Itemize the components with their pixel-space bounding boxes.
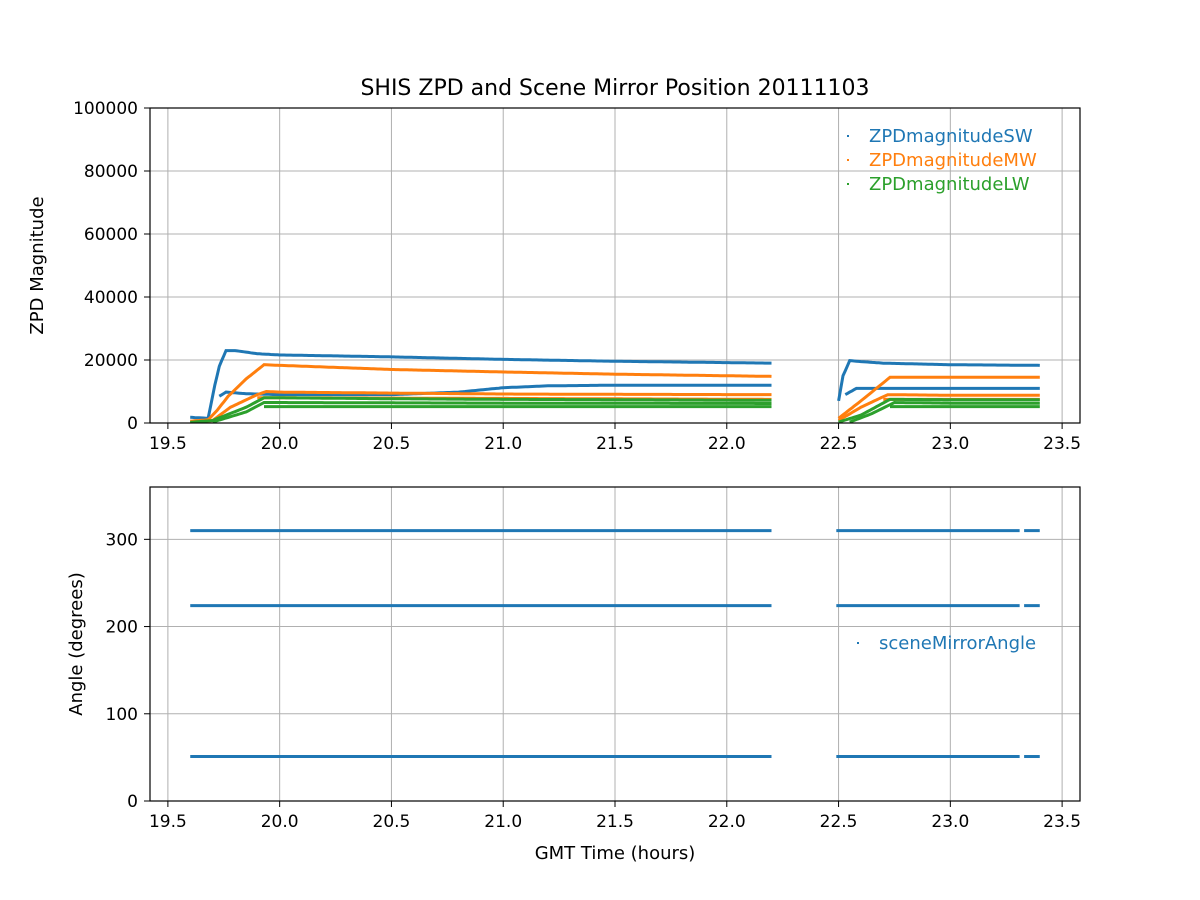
y-tick-label: 200 [106,618,138,638]
data-trace [194,389,772,423]
x-tick-label: 23.0 [931,434,969,454]
y-tick-label: 0 [127,792,138,812]
data-trace [212,401,772,423]
x-tick-label: 23.5 [1043,434,1081,454]
legend-entry: ZPDmagnitudeSW [869,126,1033,147]
x-tick-label: 20.5 [373,434,411,454]
plot-area [190,349,1040,423]
legend-entry: ZPDmagnitudeMW [869,150,1037,171]
data-trace [837,375,1040,420]
x-tick-label: 20.0 [261,812,299,832]
x-tick-label: 21.5 [596,812,634,832]
data-trace [838,397,1040,423]
x-tick-label: 22.0 [708,812,746,832]
legend-marker [847,135,849,137]
x-tick-label: 22.5 [820,812,858,832]
legend-entry: ZPDmagnitudeLW [869,174,1030,195]
x-tick-label: 20.0 [261,434,299,454]
data-trace [190,396,772,423]
x-tick-label: 19.5 [149,434,187,454]
y-tick-label: 40000 [84,288,138,308]
series-sceneMirrorAngle [190,529,1040,759]
series-ZPDmagnitudeLW [190,396,1040,423]
chart-title: SHIS ZPD and Scene Mirror Position 20111… [360,76,869,101]
x-tick-label: 19.5 [149,812,187,832]
axes-frame [149,107,1081,424]
zpd-magnitude-panel: 19.5 20.0 20.5 21.0 21.5 22.0 22.5 23.0 23.5 0 200… [27,99,1081,454]
x-tick-label: 21.0 [484,434,522,454]
scene-mirror-angle-panel: 19.5 20.0 20.5 21.0 21.5 22.0 22.5 23.0 23.5 0 100… [66,486,1081,864]
x-tick-label: 21.5 [596,434,634,454]
data-trace [849,400,1040,423]
legend-marker [847,159,849,161]
y-tick-label: 100 [106,705,138,725]
y-tick-label: 0 [127,414,138,434]
x-tick-label: 21.0 [484,812,522,832]
data-trace [190,349,772,420]
y-tick-label: 300 [106,530,138,550]
y-tick-label: 60000 [84,225,138,245]
data-trace [190,363,772,423]
x-axis-label: GMT Time (hours) [535,843,696,864]
x-tick-label: 23.0 [931,812,969,832]
data-trace [837,359,1040,402]
data-trace [837,393,1040,422]
x-tick-label: 22.5 [820,434,858,454]
y-axis-label: Angle (degrees) [66,572,87,715]
legend-marker [857,642,859,644]
x-tick-label: 22.0 [708,434,746,454]
y-tick-label: 20000 [84,351,138,371]
plot-area [190,529,1040,759]
data-trace [218,383,772,398]
y-tick-label: 100000 [73,99,138,119]
legend-marker [847,183,849,185]
x-tick-label: 23.5 [1043,812,1081,832]
legend: sceneMirrorAngle [857,633,1036,654]
y-tick-label: 80000 [84,162,138,182]
axes-frame [149,486,1081,802]
y-axis-label: ZPD Magnitude [27,196,48,334]
x-tick-label: 20.5 [373,812,411,832]
legend-entry: sceneMirrorAngle [879,633,1036,654]
legend: ZPDmagnitudeSW ZPDmagnitudeMW ZPDmagnitude… [847,126,1037,195]
